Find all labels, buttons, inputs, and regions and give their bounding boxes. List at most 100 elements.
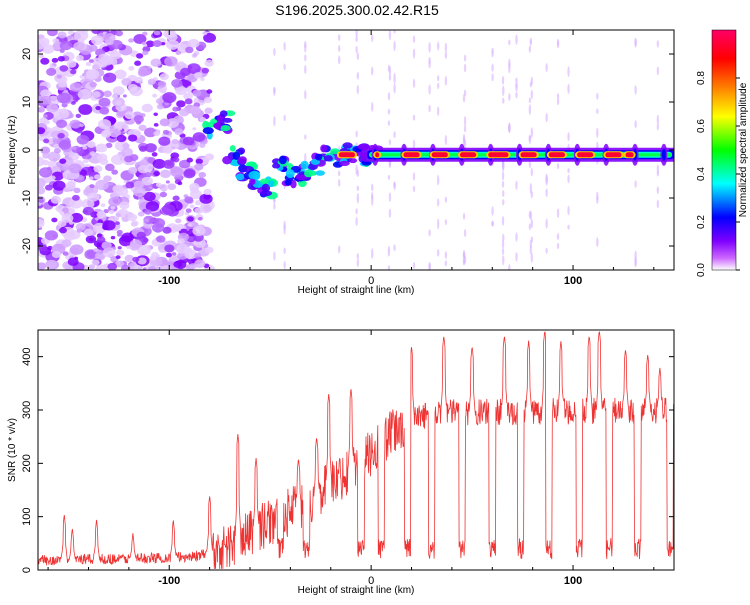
spectrogram-streak	[463, 229, 467, 238]
spectrogram-noise-blob	[116, 190, 125, 197]
spectrogram-noise-blob	[69, 244, 84, 255]
spectrogram-cluster	[235, 173, 245, 181]
spectrogram-noise-blob	[194, 252, 202, 258]
spectrogram-noise-blob	[97, 267, 103, 270]
spectrogram-streak	[567, 168, 570, 174]
spectrogram-noise-blob	[74, 30, 89, 41]
spectrogram-noise-blob	[57, 132, 65, 139]
spectrogram-streak	[515, 34, 518, 45]
spectrogram-streak	[436, 174, 440, 186]
spectrogram-noise-blob	[133, 33, 147, 45]
spectrogram-noise-blob	[206, 89, 213, 94]
spectrogram-ytick-label: 20	[21, 48, 33, 60]
spectrogram-noise-blob	[159, 73, 169, 81]
spectrogram-noise-blob	[74, 256, 79, 260]
spectrogram-noise-blob	[115, 260, 125, 268]
spectrogram-ytick-label: 0	[21, 147, 33, 153]
spectrogram-noise-blob	[193, 72, 203, 79]
spectrogram-streak	[502, 85, 505, 97]
spectrogram-data	[38, 30, 674, 270]
spectrogram-noise-blob	[192, 132, 206, 142]
spectrogram-noise-blob	[152, 93, 158, 98]
snr-plot-area	[38, 330, 674, 570]
spectrogram-streak	[545, 218, 548, 229]
spectrogram-streak	[515, 232, 518, 242]
spectrogram-noise-blob	[116, 229, 123, 235]
spectrogram-streak	[502, 189, 505, 198]
spectrogram-xtick-label: 100	[564, 275, 582, 287]
spectrogram-noise-blob	[115, 212, 122, 218]
spectrogram-streak	[528, 45, 532, 53]
spectrogram-streak	[355, 216, 358, 227]
spectrogram-streak	[656, 40, 660, 48]
spectrogram-noise-blob	[38, 54, 45, 59]
spectrogram-streak	[502, 255, 505, 266]
spectrogram-noise-blob	[199, 203, 213, 214]
spectrogram-noise-blob	[162, 145, 173, 154]
spectrogram-noise-blob	[144, 157, 149, 161]
spectrogram-noise-blob	[150, 58, 162, 67]
spectrogram-cluster	[232, 151, 241, 160]
spectrogram-noise-blob	[68, 197, 83, 209]
spectrogram-noise-blob	[144, 209, 152, 215]
spectrogram-noise-blob	[204, 107, 213, 114]
spectrogram-streak	[387, 174, 391, 180]
spectrogram-noise-blob	[141, 41, 146, 45]
spectrogram-noise-blob	[161, 204, 176, 215]
spectrogram-noise-blob	[52, 138, 58, 144]
spectrogram-noise-blob	[187, 38, 200, 48]
spectrogram-streak	[529, 182, 533, 194]
spectrogram-noise-blob	[83, 228, 94, 237]
spectrogram-cluster	[290, 179, 297, 189]
spectrogram-noise-blob	[93, 165, 103, 173]
snr-ytick-label: 400	[21, 347, 33, 365]
spectrogram-noise-blob	[121, 264, 131, 270]
spectrogram-noise-blob	[175, 50, 182, 55]
spectrogram-noise-blob	[103, 90, 112, 98]
spectrogram-streak	[436, 248, 440, 257]
spectrogram-noise-blob	[70, 101, 76, 105]
spectrogram-streak	[634, 120, 637, 129]
spectrogram-streak	[393, 131, 396, 139]
spectrogram-noise-blob	[38, 37, 50, 47]
spectrogram-streak	[502, 97, 505, 104]
spectrogram-cluster	[330, 148, 340, 155]
spectrogram-noise-blob	[125, 181, 135, 189]
spectrogram-noise-blob	[198, 171, 206, 178]
spectrogram-noise-blob	[184, 249, 198, 260]
spectrogram-streak	[356, 84, 360, 95]
spectrogram-streak	[530, 252, 534, 263]
spectrogram-noise-blob	[133, 115, 144, 123]
spectrogram-streak	[508, 263, 511, 270]
snr-ylabel: SNR (10 * v/v)	[7, 418, 18, 482]
spectrogram-noise-blob	[115, 255, 121, 260]
spectrogram-cluster	[338, 160, 350, 166]
spectrogram-streak	[428, 229, 431, 237]
spectrogram-streak	[273, 115, 276, 127]
spectrogram-noise-blob	[179, 108, 190, 117]
spectrogram-streak	[530, 127, 534, 139]
spectrogram-noise-blob	[158, 136, 171, 146]
spectrogram-noise-blob	[187, 216, 194, 222]
spectrogram-streak	[556, 40, 560, 49]
spectrogram-cluster	[268, 180, 275, 188]
spectrogram-noise-blob	[46, 103, 59, 113]
spectrogram-noise-blob	[137, 211, 145, 217]
spectrogram-noise-blob	[107, 262, 118, 270]
spectrogram-noise-blob	[76, 228, 83, 233]
spectrogram-noise-blob	[47, 151, 61, 162]
spectrogram-noise-blob	[199, 116, 207, 123]
spectrogram-noise-blob	[91, 35, 104, 46]
spectrogram-noise-blob	[103, 72, 117, 83]
spectrogram-noise-blob	[183, 92, 193, 101]
spectrogram-hot-segment	[375, 152, 380, 158]
spectrogram-streak	[528, 104, 532, 115]
spectrogram-streak	[304, 152, 307, 164]
spectrogram-noise-blob	[182, 136, 195, 146]
spectrogram-noise-blob	[114, 216, 120, 221]
spectrogram-streak	[556, 242, 560, 250]
spectrogram-noise-blob	[192, 127, 197, 131]
spectrogram-streak	[387, 108, 391, 115]
spectrogram-noise-blob	[76, 129, 83, 134]
spectrogram-noise-blob	[159, 191, 168, 198]
